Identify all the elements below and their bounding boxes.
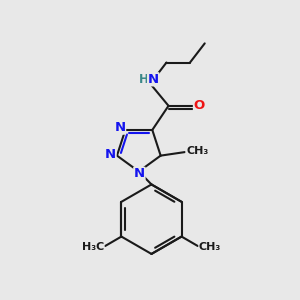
Text: O: O <box>194 99 205 112</box>
Text: N: N <box>114 121 126 134</box>
Text: CH₃: CH₃ <box>199 242 221 252</box>
Text: CH₃: CH₃ <box>186 146 208 156</box>
Text: N: N <box>105 148 116 161</box>
Text: H: H <box>139 73 149 86</box>
Text: N: N <box>134 167 145 180</box>
Text: N: N <box>148 73 159 86</box>
Text: H₃C: H₃C <box>82 242 104 252</box>
